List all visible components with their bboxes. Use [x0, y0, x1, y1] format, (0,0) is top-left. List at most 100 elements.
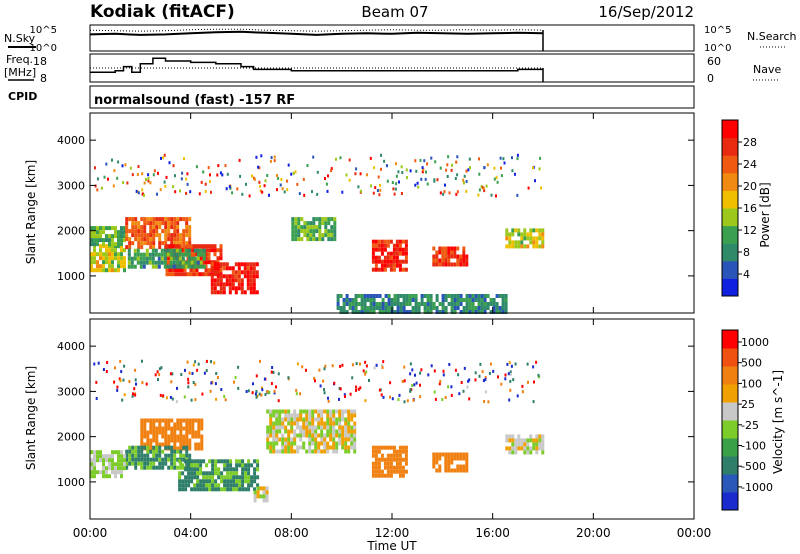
power-cell — [108, 234, 111, 239]
power-cell — [327, 174, 329, 178]
power-cell — [441, 294, 445, 298]
power-cell — [137, 233, 141, 238]
power-cell — [426, 162, 429, 166]
velocity-cell — [193, 475, 197, 480]
velocity-cell — [314, 437, 318, 442]
power-cell — [180, 268, 184, 273]
velocity-cell — [260, 386, 263, 390]
power-cell — [149, 225, 153, 230]
velocity-cell — [296, 417, 300, 422]
velocity-cell — [508, 434, 512, 439]
power-cell — [169, 256, 173, 261]
power-cell — [333, 237, 337, 242]
power-cell — [243, 290, 247, 295]
velocity-cell — [392, 449, 396, 454]
velocity-cell — [392, 457, 396, 462]
velocity-cell — [353, 425, 357, 430]
power-cell — [426, 182, 429, 186]
velocity-cell — [137, 457, 141, 462]
power-cell — [114, 226, 117, 231]
power-cell — [136, 256, 140, 261]
power-cell — [170, 225, 174, 230]
power-cell — [228, 286, 232, 291]
power-cell — [108, 264, 111, 269]
velocity-cell — [155, 465, 159, 470]
power-cell — [290, 172, 293, 176]
power-cell — [483, 302, 487, 306]
velocity-cell — [374, 457, 378, 462]
power-cell — [187, 248, 191, 253]
velocity-cell — [338, 425, 342, 430]
velocity-cell — [299, 425, 303, 430]
power-cell — [309, 221, 313, 226]
velocity-cell — [401, 457, 405, 462]
power-cell — [162, 156, 165, 160]
power-cell — [226, 172, 229, 176]
velocity-cell — [143, 465, 147, 470]
power-cell — [465, 169, 468, 173]
velocity-cell — [170, 449, 174, 454]
velocity-cell — [146, 438, 150, 443]
velocity-cell — [538, 438, 542, 443]
velocity-cell — [329, 413, 333, 418]
power-cell — [345, 294, 349, 298]
power-cell — [377, 267, 381, 272]
velocity-cell — [365, 364, 368, 368]
velocity-cell — [462, 464, 466, 469]
power-cell — [155, 229, 159, 234]
power-cell — [447, 246, 451, 251]
velocity-cell — [488, 371, 491, 375]
velocity-cell — [237, 365, 240, 369]
velocity-cell — [314, 409, 318, 414]
power-cell — [133, 248, 137, 253]
velocity-cell — [290, 437, 294, 442]
power-cell — [160, 256, 164, 261]
velocity-cell — [444, 468, 448, 473]
power-cell — [505, 236, 509, 241]
power-cell — [102, 260, 105, 265]
power-cell — [152, 233, 156, 238]
velocity-cell — [275, 429, 279, 434]
velocity-cell — [389, 453, 393, 458]
power-cell — [185, 221, 189, 226]
velocity-cell — [235, 475, 239, 480]
velocity-cell — [371, 465, 375, 470]
power-cell — [465, 258, 469, 263]
power-cell — [143, 237, 147, 242]
power-cell — [468, 306, 472, 310]
power-cell — [435, 298, 439, 302]
velocity-cell — [353, 441, 357, 446]
velocity-cell — [317, 441, 321, 446]
power-cell — [336, 302, 340, 306]
power-cell — [294, 170, 297, 174]
velocity-cell — [284, 429, 288, 434]
power-cell — [422, 168, 425, 172]
velocity-cell — [202, 459, 206, 464]
power-cell — [370, 184, 372, 188]
power-cell — [471, 310, 475, 314]
velocity-cell — [167, 422, 171, 427]
power-cell — [450, 250, 454, 255]
power-cell — [117, 260, 120, 265]
velocity-cell — [314, 445, 318, 450]
velocity-cell — [357, 387, 360, 391]
velocity-cell — [226, 459, 230, 464]
velocity-cell — [128, 449, 132, 454]
power-cell — [188, 241, 192, 246]
power-cell — [184, 264, 188, 269]
velocity-cell — [120, 474, 123, 479]
power-cell — [339, 306, 343, 310]
velocity-cell — [158, 449, 162, 454]
velocity-cell — [339, 387, 342, 391]
velocity-cell — [381, 366, 384, 369]
power-cell — [474, 298, 478, 302]
velocity-cell — [299, 445, 303, 450]
power-cell — [179, 245, 183, 250]
velocity-cell — [224, 398, 227, 402]
power-cell — [423, 294, 427, 298]
power-cell — [166, 264, 170, 269]
velocity-cell — [284, 413, 288, 418]
velocity-cell — [287, 376, 290, 380]
velocity-cell — [235, 463, 239, 468]
